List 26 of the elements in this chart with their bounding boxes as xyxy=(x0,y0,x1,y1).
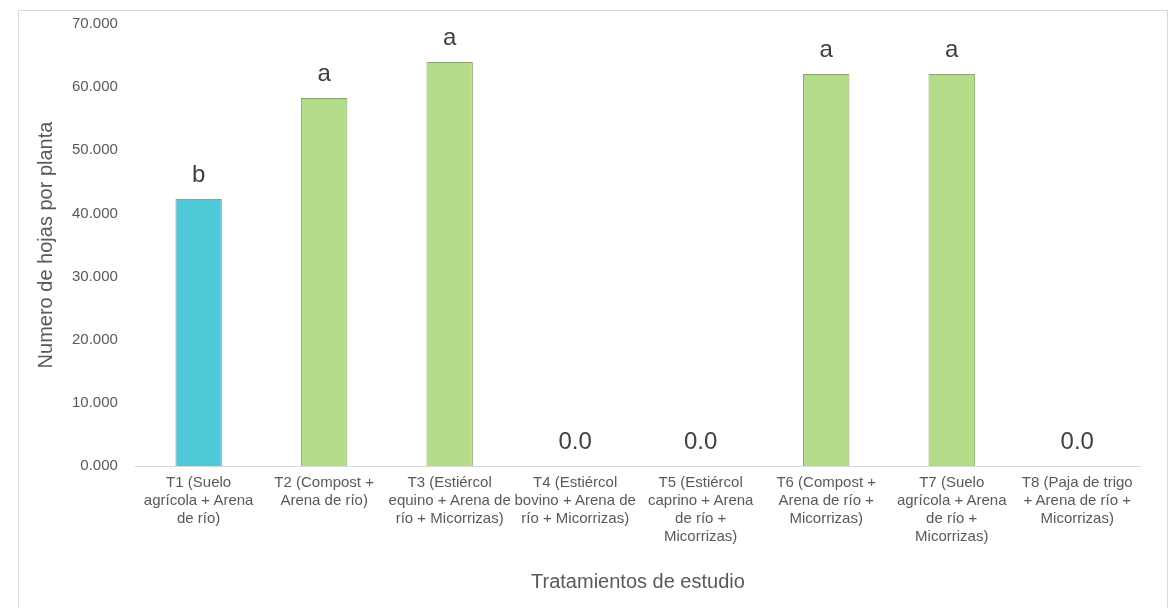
x-tick-label: T4 (Estiércol bovino + Arena de río + Micorrizas) xyxy=(514,473,636,527)
data-label: 0.0 xyxy=(558,426,592,454)
data-label: 0.0 xyxy=(1060,426,1094,454)
x-tick-label: T3 (Estiércol equino + Arena de río + Micorrizas) xyxy=(388,473,511,527)
x-tick-label: T5 (Estiércol caprino + Arena de río + Micorrizas) xyxy=(647,473,755,545)
x-tick-label: T1 (Suelo agrícola + Arena de río) xyxy=(143,473,255,527)
x-tick-label: T8 (Paja de trigo + Arena de río + Micorrizas) xyxy=(1021,473,1133,527)
annotation: a xyxy=(442,22,457,50)
y-tick-label: 60.000 xyxy=(71,77,118,95)
x-tick-label: T6 (Compost + Arena de río + Micorrizas) xyxy=(776,473,877,527)
annotation: a xyxy=(317,58,332,86)
annotation: b xyxy=(191,159,206,187)
data-label: 0.0 xyxy=(684,426,718,454)
x-tick-label: T2 (Compost + Arena de río) xyxy=(274,473,375,509)
y-tick-label: 40.000 xyxy=(71,203,118,221)
annotation: a xyxy=(945,34,960,62)
y-axis-title: Numero de hojas por planta xyxy=(33,120,56,369)
y-tick-label: 30.000 xyxy=(71,266,118,284)
y-tick-label: 70.000 xyxy=(71,14,118,32)
y-tick-label: 20.000 xyxy=(71,329,118,347)
annotation: a xyxy=(819,34,834,62)
y-tick-label: 10.000 xyxy=(71,393,118,410)
x-axis-title: Tratamientos de estudio xyxy=(531,569,745,592)
y-tick-label: 0.000 xyxy=(80,456,118,474)
x-tick-label: T7 (Suelo agrícola + Arena de río + Micorrizas) xyxy=(896,473,1008,545)
y-tick-label: 50.000 xyxy=(71,140,118,158)
